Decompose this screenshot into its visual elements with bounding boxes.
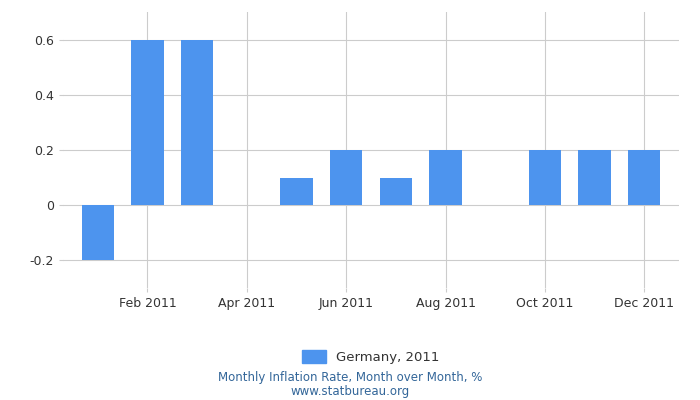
Legend: Germany, 2011: Germany, 2011 — [297, 344, 445, 369]
Bar — [132, 40, 164, 205]
Bar — [82, 205, 114, 260]
Text: Monthly Inflation Rate, Month over Month, %: Monthly Inflation Rate, Month over Month… — [218, 372, 482, 384]
Bar — [628, 150, 660, 205]
Bar — [429, 150, 462, 205]
Bar — [379, 178, 412, 205]
Text: www.statbureau.org: www.statbureau.org — [290, 386, 410, 398]
Bar — [578, 150, 610, 205]
Bar — [330, 150, 363, 205]
Bar — [280, 178, 313, 205]
Bar — [528, 150, 561, 205]
Bar — [181, 40, 214, 205]
